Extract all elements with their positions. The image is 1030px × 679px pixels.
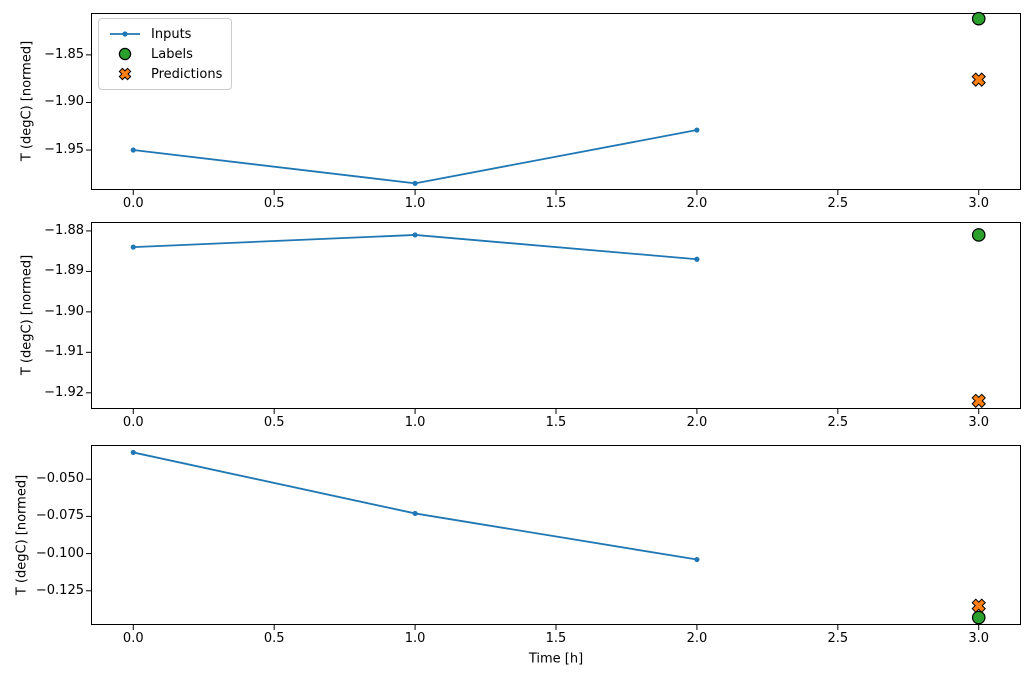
inputs-point — [412, 510, 418, 517]
inputs-point — [694, 256, 700, 262]
predictions-x-sample — [118, 67, 132, 81]
legend: Inputs Labels Predictions — [98, 18, 233, 90]
y-tick-label: −1.88 — [44, 222, 84, 238]
inputs-point — [694, 556, 700, 563]
x-tick-label: 2.5 — [827, 415, 849, 430]
labels-circle-sample — [118, 47, 132, 61]
x-tick-label: 0.0 — [122, 415, 144, 430]
predictions-point — [971, 393, 986, 409]
labels-point — [971, 11, 986, 26]
x-tick-label: 1.5 — [545, 631, 567, 646]
x-tick-label: 0.0 — [122, 196, 144, 211]
x-tick-label: 3.0 — [968, 196, 990, 211]
y-tick-label: −1.90 — [44, 303, 84, 319]
inputs-point — [130, 449, 136, 456]
x-tick-label: 2.5 — [827, 196, 849, 211]
legend-item-labels: Labels — [107, 44, 222, 64]
x-tick-label: 2.0 — [686, 415, 708, 430]
subplot-2-y-axis-label: T (degC) [normed] — [19, 254, 35, 376]
x-tick-label: 1.5 — [545, 196, 567, 211]
subplot-1-axes: 0.0 0.5 1.0 1.5 2.0 2.5 3.0 −1.85 −1.90 −1.95 — [44, 11, 1021, 211]
y-tick-label: −1.89 — [44, 263, 84, 279]
x-tick-label: 1.0 — [404, 196, 426, 211]
subplot-2-axes: 0.0 0.5 1.0 1.5 2.0 2.5 3.0 −1.88 −1.89 −1.90 −1.9… — [44, 222, 1021, 430]
y-tick-label: −0.075 — [35, 508, 84, 524]
x-tick-label: 0.5 — [263, 196, 285, 211]
inputs-point — [130, 244, 136, 250]
labels-point — [971, 228, 986, 242]
legend-item-predictions: Predictions — [107, 64, 222, 84]
y-tick-label: −1.91 — [44, 344, 84, 360]
subplot-3-plot — [86, 445, 1021, 630]
y-tick-label: −1.92 — [44, 384, 84, 400]
subplot-1-y-axis-label: T (degC) [normed] — [19, 40, 35, 162]
subplot-3-y-axis-label: T (degC) [normed] — [14, 474, 30, 596]
inputs-line-dot-icon — [107, 26, 143, 42]
subplot-3-axes: 0.0 0.5 1.0 1.5 2.0 2.5 3.0 −0.050 −0.075 −0.100 −… — [36, 445, 1021, 646]
predictions-x-icon — [107, 66, 143, 82]
x-tick-label: 2.0 — [686, 631, 708, 646]
legend-label-labels: Labels — [151, 46, 193, 62]
predictions-point — [971, 72, 986, 87]
x-tick-label: 2.5 — [827, 631, 849, 646]
axes-frame — [91, 445, 1021, 625]
x-tick-label: 1.0 — [404, 415, 426, 430]
y-tick-label: −1.90 — [44, 94, 84, 110]
y-tick-label: −0.100 — [35, 545, 84, 561]
x-tick-label: 0.5 — [263, 415, 285, 430]
x-tick-label: 3.0 — [968, 415, 990, 430]
y-tick-label: −1.95 — [44, 142, 84, 158]
y-tick-label: −0.050 — [35, 471, 84, 487]
inputs-point — [412, 180, 418, 186]
inputs-point — [412, 232, 418, 238]
inputs-point — [694, 127, 700, 133]
y-tick-label: −0.125 — [35, 582, 84, 598]
inputs-line — [133, 451, 698, 561]
x-tick-label: 1.5 — [545, 415, 567, 430]
labels-point — [971, 610, 986, 625]
axes-frame — [91, 13, 1021, 190]
inputs-line — [133, 129, 698, 185]
subplot-2-plot — [86, 222, 1021, 414]
labels-circle-icon — [107, 46, 143, 62]
predictions-point — [971, 598, 986, 613]
x-tick-label: 2.0 — [686, 196, 708, 211]
legend-item-inputs: Inputs — [107, 24, 222, 44]
subplot-1-plot — [86, 11, 1021, 195]
axes-frame — [91, 222, 1021, 409]
inputs-line — [133, 234, 697, 261]
legend-label-predictions: Predictions — [151, 66, 223, 82]
inputs-dot-sample — [122, 31, 128, 37]
x-tick-label: 1.0 — [404, 631, 426, 646]
inputs-point — [130, 147, 136, 153]
x-axis-label: Time [h] — [528, 651, 584, 667]
y-tick-label: −1.85 — [44, 46, 84, 62]
legend-label-inputs: Inputs — [151, 26, 192, 42]
x-tick-label: 3.0 — [968, 631, 990, 646]
x-tick-label: 0.5 — [263, 631, 285, 646]
x-tick-label: 0.0 — [122, 631, 144, 646]
